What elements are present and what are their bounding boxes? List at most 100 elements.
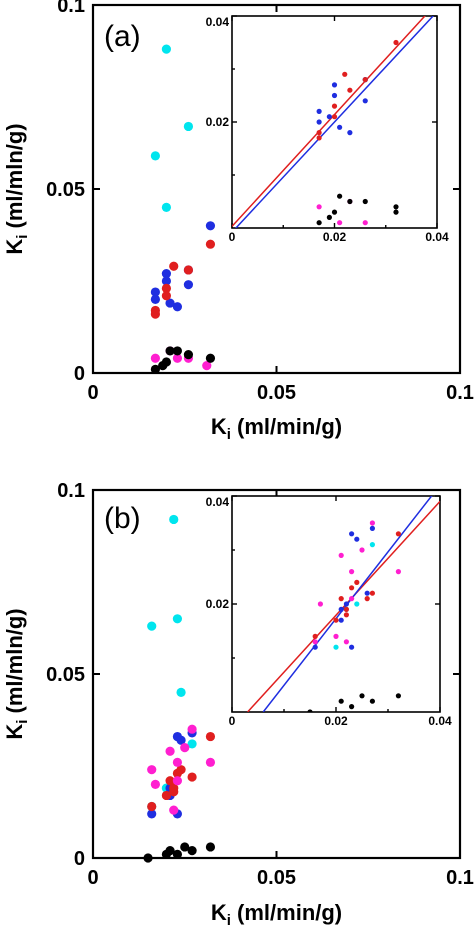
inset-point-black bbox=[349, 704, 355, 710]
panel-label: (b) bbox=[104, 502, 141, 535]
inset-y-tick-label: 0.02 bbox=[206, 115, 230, 129]
y-axis-label: Ki (ml/mln/g) bbox=[2, 123, 31, 254]
inset-point-red bbox=[331, 114, 338, 120]
inset-point-black bbox=[338, 698, 344, 704]
main-points bbox=[143, 514, 216, 863]
inset-point-magenta bbox=[369, 520, 375, 526]
x-axis-subscript: i bbox=[227, 912, 231, 925]
inset-point-red bbox=[333, 617, 339, 623]
inset-point-red bbox=[354, 579, 360, 586]
inset-point-magenta bbox=[333, 633, 339, 640]
data-point-magenta bbox=[180, 743, 190, 753]
y-axis-symbol: K bbox=[2, 724, 27, 740]
data-point-red bbox=[147, 801, 157, 812]
data-point-red bbox=[176, 765, 186, 775]
inset-point-blue bbox=[354, 536, 360, 542]
data-point-red bbox=[161, 291, 171, 301]
data-point-magenta bbox=[172, 353, 183, 363]
y-tick-label: 0.1 bbox=[57, 0, 85, 17]
inset-point-blue bbox=[316, 119, 322, 125]
inset-point-blue bbox=[331, 82, 338, 88]
data-point-cyan bbox=[147, 621, 157, 631]
data-point-magenta bbox=[187, 724, 197, 734]
inset-point-blue bbox=[331, 92, 338, 99]
data-point-blue bbox=[172, 302, 183, 312]
panel-b: 0 0.05 0.100.050.1Ki (ml/min/g)Ki (ml/mln/… bbox=[2, 480, 474, 925]
data-point-blue bbox=[161, 276, 171, 286]
inset-x-tick-label: 0.04 bbox=[428, 714, 452, 728]
x-axis-label: Ki (ml/min/g) bbox=[211, 900, 342, 925]
inset-point-black bbox=[307, 709, 313, 712]
x-tick-label: 0.1 bbox=[446, 867, 474, 889]
inset-y-tick-label: 0.04 bbox=[206, 15, 230, 29]
inset-point-blue bbox=[338, 606, 344, 613]
inset-point-black bbox=[362, 198, 368, 205]
data-point-blue bbox=[147, 809, 157, 819]
inset-point-red bbox=[343, 606, 349, 613]
x-axis-symbol: K bbox=[211, 414, 227, 439]
inset-point-blue bbox=[369, 525, 375, 532]
inset-x-tick-label: 0.04 bbox=[425, 230, 449, 244]
data-point-blue bbox=[176, 735, 186, 745]
x-axis-unit: (ml/min/g) bbox=[231, 414, 342, 439]
inset-point-red bbox=[393, 39, 399, 46]
inset-point-black bbox=[393, 204, 399, 210]
data-point-red bbox=[205, 239, 216, 249]
inset-point-black bbox=[337, 193, 343, 199]
y-axis-label: Ki (ml/mln/g) bbox=[2, 608, 31, 739]
x-axis-label: Ki (ml/min/g) bbox=[211, 414, 342, 443]
inset-point-blue bbox=[312, 644, 318, 650]
data-point-red bbox=[205, 731, 216, 742]
x-tick-label: 0.1 bbox=[446, 382, 474, 404]
data-point-black bbox=[205, 842, 216, 852]
inset-x-tick-label: 0.02 bbox=[323, 230, 347, 244]
data-point-black bbox=[158, 361, 168, 371]
y-tick-label: 0.05 bbox=[46, 664, 85, 686]
inset-point-red bbox=[364, 596, 370, 602]
inset-point-blue bbox=[364, 590, 370, 596]
x-axis-subscript: i bbox=[227, 426, 231, 443]
inset-point-black bbox=[326, 214, 332, 220]
inset-point-blue bbox=[349, 531, 355, 537]
inset-point-black bbox=[316, 220, 322, 226]
y-tick-label: 0 bbox=[74, 848, 85, 870]
y-tick-label: 0.1 bbox=[57, 480, 85, 502]
data-point-cyan bbox=[172, 614, 183, 624]
inset-point-magenta bbox=[349, 596, 355, 602]
inset-point-magenta bbox=[316, 204, 322, 210]
data-point-cyan bbox=[187, 739, 197, 749]
inset-point-blue bbox=[316, 108, 322, 114]
inset-point-magenta bbox=[395, 569, 401, 575]
data-point-magenta bbox=[172, 776, 183, 786]
y-axis-unit: (ml/mln/g) bbox=[2, 123, 27, 234]
data-point-magenta bbox=[150, 353, 160, 363]
data-point-cyan bbox=[161, 44, 171, 54]
data-point-magenta bbox=[202, 361, 212, 371]
inset-point-red bbox=[338, 596, 344, 602]
data-point-blue bbox=[183, 280, 194, 290]
inset-point-cyan bbox=[369, 542, 375, 548]
data-point-black bbox=[183, 350, 194, 360]
inset-plot: 0 0.02 0.04 0.02 0.04 bbox=[206, 495, 452, 728]
inset-point-black bbox=[393, 209, 399, 215]
y-axis-symbol: K bbox=[2, 239, 27, 255]
data-point-magenta bbox=[165, 746, 175, 756]
inset-y-tick-label: 0.04 bbox=[206, 495, 230, 509]
x-tick-label: 0.05 bbox=[257, 382, 296, 404]
data-point-magenta bbox=[147, 765, 157, 775]
inset-point-blue bbox=[326, 114, 332, 120]
data-point-blue bbox=[165, 298, 175, 308]
inset-point-magenta bbox=[359, 547, 365, 553]
inset-point-magenta bbox=[312, 639, 318, 645]
inset-point-red bbox=[342, 71, 348, 77]
data-point-black bbox=[205, 353, 216, 363]
data-point-red bbox=[161, 790, 171, 801]
data-point-red bbox=[169, 261, 179, 271]
inset-x-tick-label: 0.02 bbox=[324, 714, 348, 728]
data-point-black bbox=[172, 346, 183, 356]
data-point-black bbox=[180, 842, 190, 852]
inset-x-tick-label: 0 bbox=[229, 230, 236, 244]
inset-point-cyan bbox=[354, 601, 360, 607]
data-point-red bbox=[187, 772, 197, 782]
inset-point-magenta bbox=[338, 552, 344, 559]
